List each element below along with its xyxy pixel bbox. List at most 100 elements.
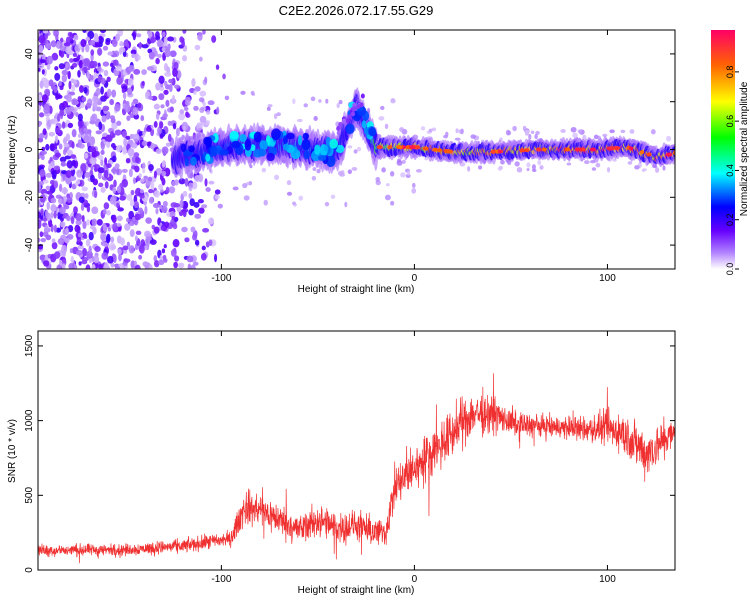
spectrogram-faint-cell [313,115,318,121]
spectrogram-faint-cell [431,127,437,132]
spectrogram-faint-cell [182,125,187,132]
spectrogram-faint-cell [384,194,391,201]
spectrogram-noise-cell [86,205,91,213]
spectrogram-noise-cell [115,145,123,153]
spectrogram-faint-cell [250,90,255,96]
spectrogram-xtick-label: 100 [599,273,616,284]
colorbar-tick-label: 0.0 [725,263,735,276]
spectrogram-noise-cell [97,167,105,174]
spectrogram-noise-cell [124,223,131,231]
spectrogram-noise-cell [85,36,91,42]
spectrogram-noise-cell [91,113,98,121]
spectrogram-noise-cell [178,178,186,185]
spectrogram-noise-cell [59,85,64,91]
spectrogram-noise-cell [167,36,174,42]
spectrogram-noise-cell [179,109,185,115]
spectrogram-noise-cell [88,245,92,254]
spectrogram-noise-cell [171,94,176,103]
spectrogram-noise-cell [80,203,85,212]
spectrogram-noise-cell [82,220,87,230]
spectrogram-noise-cell [100,142,105,151]
spectrogram-noise-cell [102,208,107,215]
spectrogram-noise-cell [75,219,82,226]
spectrogram-noise-cell [61,244,68,254]
colorbar-tick-label: 0.4 [725,164,735,177]
spectrogram-noise-cell [150,181,155,190]
spectrogram-ridge-blob [361,120,367,129]
spectrogram-faint-cell [595,162,601,168]
spectrogram-noise-cell [38,67,41,72]
spectrogram-faint-cell [516,167,523,173]
spectrogram-noise-cell [116,120,122,126]
spectrogram-faint-cell [642,168,648,172]
spectrogram-noise-cell [86,71,90,79]
colorbar-gradient [711,30,735,269]
spectrogram-noise-cell [53,210,57,219]
spectrogram-noise-cell [128,64,135,72]
spectrogram-noise-cell [102,224,108,232]
spectrogram-faint-cell [590,160,596,164]
spectrogram-noise-cell [41,69,45,75]
spectrogram-noise-cell [40,59,46,64]
spectrogram-noise-cell [132,216,136,222]
spectrogram-faint-cell [627,161,633,165]
spectrogram-faint-cell [286,191,293,196]
spectrogram-hotspot [387,145,393,150]
spectrogram-noise-cell [129,199,135,207]
spectrogram-faint-cell [296,118,303,123]
spectrogram-noise-cell [137,207,144,214]
spectrogram-faint-cell [199,107,205,113]
spectrogram-noise-cell [77,113,83,122]
spectrogram-noise-cell [173,61,179,70]
spectrogram-noise-cell [89,225,95,230]
spectrogram-faint-cell [324,201,330,207]
spectrogram-noise-cell [100,95,107,102]
spectrogram-noise-cell [96,66,102,72]
spectrogram-noise-cell [106,209,111,216]
spectrogram-faint-cell [205,119,210,126]
spectrogram-noise-cell [177,262,185,269]
spectrogram-noise-cell [128,245,135,254]
spectrogram-noise-cell [85,219,90,226]
spectrogram-ridge-blob [314,144,321,155]
spectrogram-ridge-blob [271,128,282,141]
spectrogram-faint-cell [183,105,188,112]
spectrogram-noise-cell [164,80,168,87]
spectrogram-noise-cell [65,176,72,185]
spectrogram-noise-cell [124,103,131,113]
spectrogram-axes: -100 0 100 -40 -20 0 20 40 [24,30,675,284]
spectrogram-noise-cell [105,134,113,142]
spectrogram-noise-cell [103,69,109,77]
spectrogram-faint-cell [303,103,308,108]
spectrogram-noise-cell [158,183,163,191]
spectrogram-faint-cell [292,98,296,105]
spectrogram-ridge-blob [229,131,239,140]
spectrogram-noise-cell [102,105,110,112]
spectrogram-faint-cell [478,165,483,170]
spectrogram-branch-cell [351,111,356,117]
spectrogram-faint-cell [198,97,205,103]
spectrogram-noise-cell [133,260,137,267]
spectrogram-noise-cell [153,260,160,268]
spectrogram-noise-cell [89,137,96,146]
spectrogram-noise-cell [101,115,107,123]
spectrogram-branch-cell [342,118,347,124]
spectrogram-noise-cell [64,155,72,160]
spectrogram-ridge-blob [188,145,195,153]
spectrogram-ridge-blob [184,158,189,167]
spectrogram-noise-cell [81,214,85,223]
spectrogram-noise-cell [139,245,145,254]
spectrogram-noise-cell [116,202,120,209]
spectrogram-noise-cell [98,263,103,269]
spectrogram-ridge-blob [253,131,262,143]
spectrogram-noise-cell [46,63,51,70]
spectrogram-noise-cell [131,142,138,149]
spectrogram-noise-cell [127,148,135,157]
spectrogram-noise-cell [174,255,180,262]
spectrogram-noise-cell [155,57,160,65]
spectrogram-noise-cell [169,50,177,58]
spectrogram-noise-cell [142,162,146,170]
spectrogram-noise-cell [46,201,50,210]
spectrogram-noise-cell [155,148,162,154]
spectrogram-noise-cell [68,105,75,112]
